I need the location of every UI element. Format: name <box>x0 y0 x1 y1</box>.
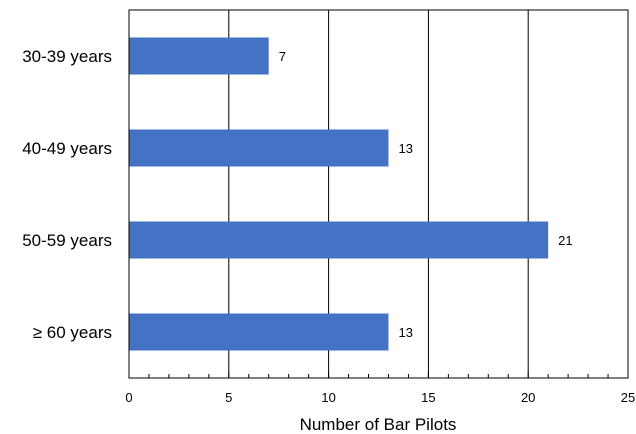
data-label-1: 13 <box>398 141 412 156</box>
bars <box>129 37 549 351</box>
x-tick-label-2: 10 <box>321 390 335 405</box>
data-label-2: 21 <box>558 233 572 248</box>
x-tick-label-3: 15 <box>421 390 435 405</box>
data-label-3: 13 <box>398 325 412 340</box>
x-tick-label-5: 25 <box>621 390 635 405</box>
x-axis-ticks <box>128 372 629 378</box>
bar-1 <box>129 129 389 167</box>
bar-0 <box>129 37 269 75</box>
x-tick-label-1: 5 <box>225 390 232 405</box>
category-label-0: 30-39 years <box>22 47 112 66</box>
labels: 7 30-39 years 13 40-49 years 21 50-59 years 13… <box>22 47 635 405</box>
category-label-1: 40-49 years <box>22 139 112 158</box>
x-tick-label-0: 0 <box>125 390 132 405</box>
category-label-3: ≥ 60 years <box>33 323 112 342</box>
plot-border <box>128 9 629 379</box>
bar-2 <box>129 221 549 259</box>
plot-frame <box>128 9 629 379</box>
x-axis-title: Number of Bar Pilots <box>300 415 457 434</box>
bar-3 <box>129 313 389 351</box>
x-tick-label-4: 20 <box>521 390 535 405</box>
category-label-2: 50-59 years <box>22 231 112 250</box>
data-label-0: 7 <box>279 49 286 64</box>
